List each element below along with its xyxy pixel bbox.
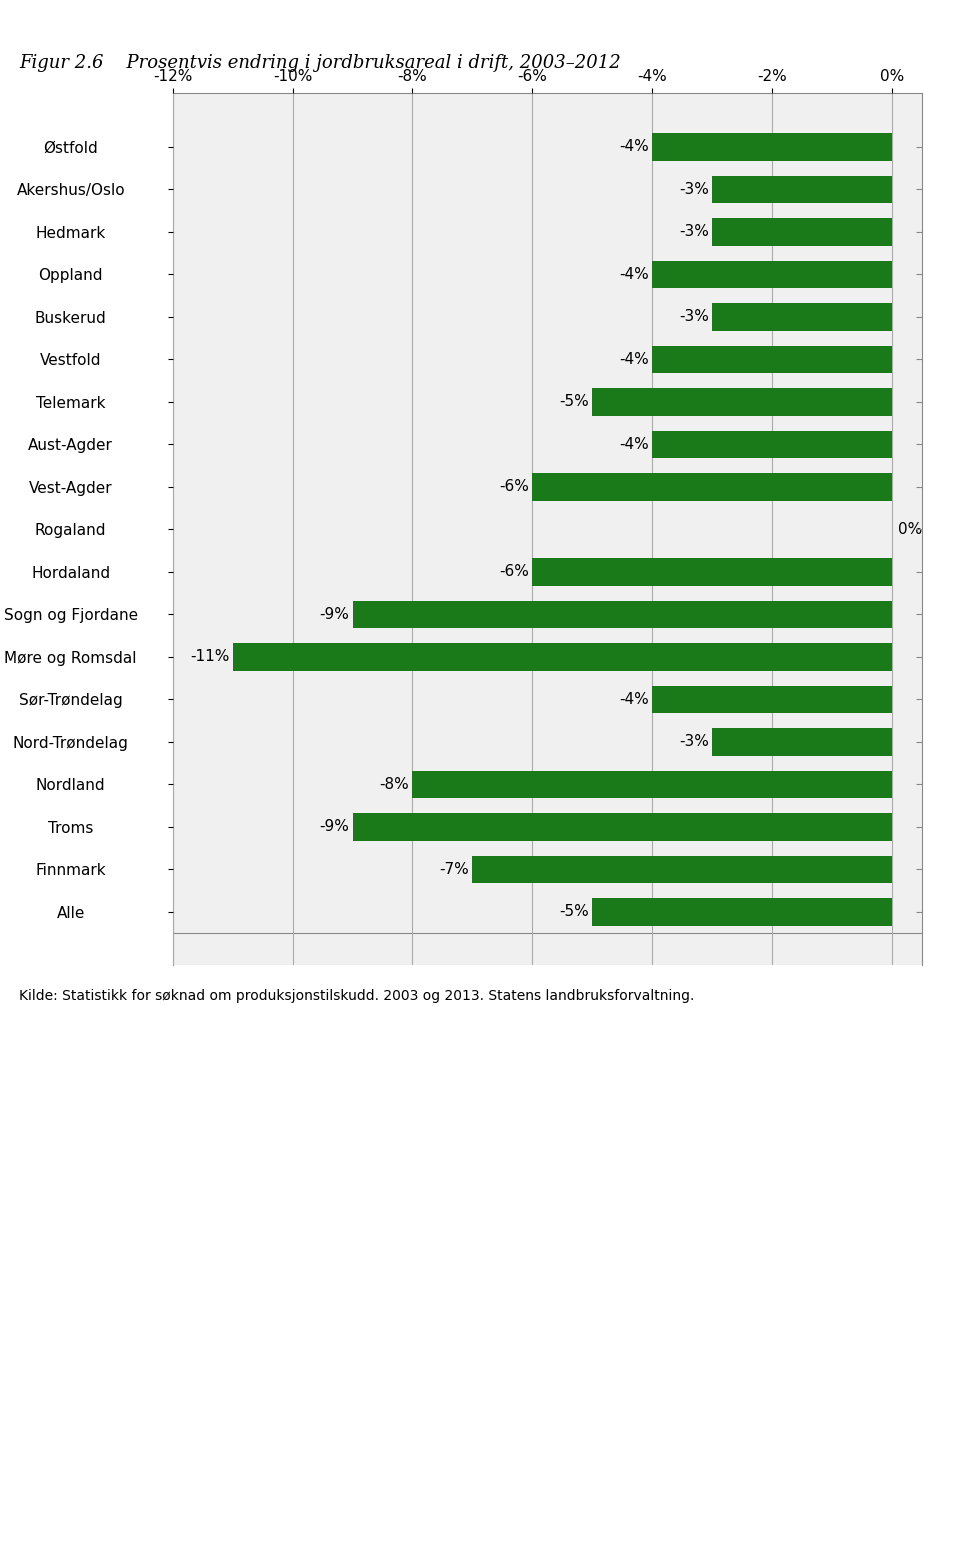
Bar xyxy=(652,685,892,713)
Bar xyxy=(712,729,892,755)
Text: -7%: -7% xyxy=(440,863,469,877)
Bar xyxy=(592,388,892,416)
Text: -4%: -4% xyxy=(619,438,649,452)
Text: -6%: -6% xyxy=(499,480,529,495)
Text: -4%: -4% xyxy=(619,266,649,282)
Text: -9%: -9% xyxy=(320,819,349,835)
Text: -4%: -4% xyxy=(619,140,649,154)
Text: -4%: -4% xyxy=(619,691,649,707)
Bar xyxy=(532,557,892,585)
Text: 0%: 0% xyxy=(898,522,922,537)
Bar xyxy=(712,304,892,330)
Bar xyxy=(712,176,892,202)
Text: -3%: -3% xyxy=(679,735,708,749)
Text: -8%: -8% xyxy=(379,777,409,793)
Bar xyxy=(232,643,892,671)
Text: Kilde: Statistikk for søknad om produksjonstilskudd. 2003 og 2013. Statens landb: Kilde: Statistikk for søknad om produksj… xyxy=(19,989,695,1003)
Bar xyxy=(352,601,892,627)
Text: -9%: -9% xyxy=(320,607,349,621)
Bar xyxy=(472,856,892,883)
Text: -5%: -5% xyxy=(560,394,589,409)
Text: -5%: -5% xyxy=(560,905,589,919)
Bar xyxy=(413,771,892,799)
Bar xyxy=(712,218,892,246)
Text: Figur 2.6    Prosentvis endring i jordbruksareal i drift, 2003–2012: Figur 2.6 Prosentvis endring i jordbruks… xyxy=(19,54,621,73)
Bar xyxy=(652,132,892,160)
Bar xyxy=(652,346,892,374)
Text: -3%: -3% xyxy=(679,224,708,240)
Bar xyxy=(652,260,892,288)
Text: -4%: -4% xyxy=(619,352,649,367)
Text: -3%: -3% xyxy=(679,310,708,324)
Text: -6%: -6% xyxy=(499,564,529,579)
Bar xyxy=(652,431,892,458)
Bar xyxy=(532,473,892,501)
Bar xyxy=(352,813,892,841)
Bar xyxy=(592,898,892,926)
Text: -3%: -3% xyxy=(679,182,708,196)
Text: -11%: -11% xyxy=(190,649,229,665)
